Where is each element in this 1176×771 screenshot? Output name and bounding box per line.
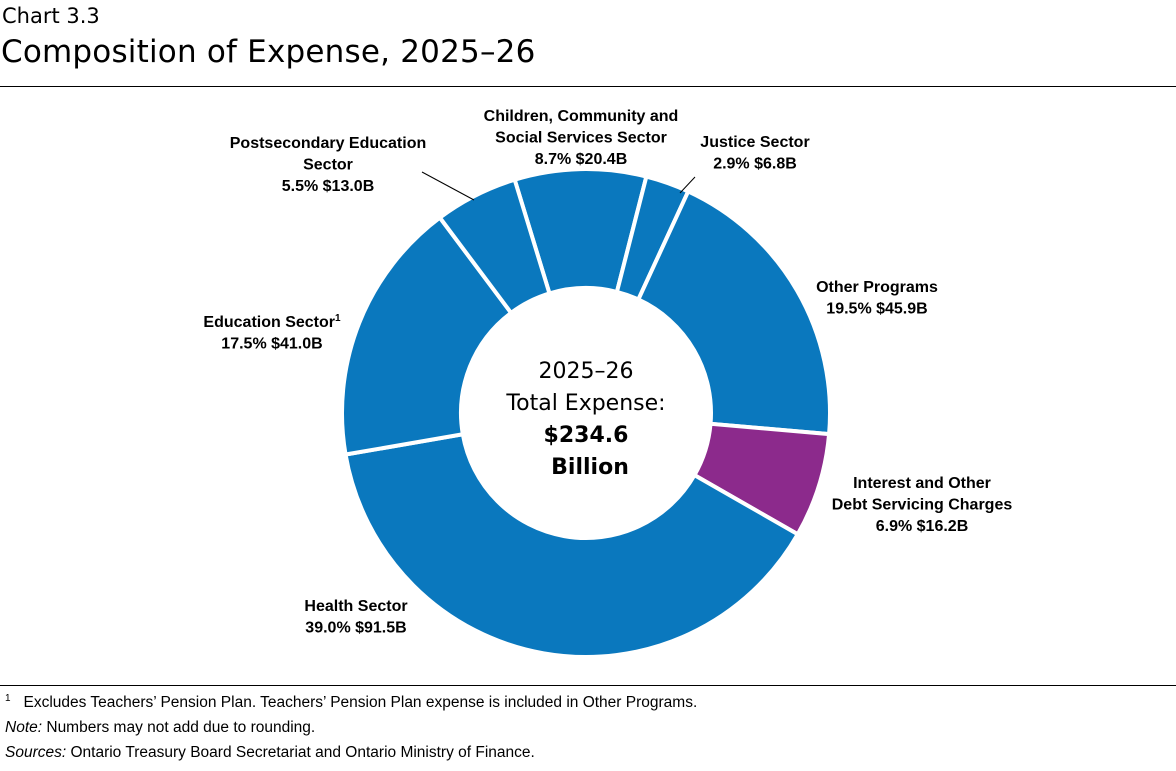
center-total: $234.6 [544,423,629,448]
sources-label: Sources: [5,744,67,761]
note-label: Note: [5,719,43,736]
slice-label: Justice Sector 2.9% $6.8B [700,134,809,173]
center-unit: Billion [551,455,629,480]
footnote-text: Excludes Teachers’ Pension Plan. Teacher… [23,694,698,712]
slice-label: Children, Community and Social Services S… [484,108,679,168]
slice-postsecondary-education-sector [437,177,552,316]
center-caption: Total Expense: [505,391,665,416]
slice-label: Other Programs 19.5% $45.9B [816,279,938,318]
leader-line-justice [679,176,696,194]
sources: Sources: Ontario Treasury Board Secretar… [5,744,535,762]
slice-label: Health Sector 39.0% $91.5B [304,598,407,637]
chart-number: Chart 3.3 [2,4,100,28]
top-rule [0,86,1176,87]
slice-label: Interest and Other Debt Servicing Charges… [832,475,1013,535]
footnote-1: 1 Excludes Teachers’ Pension Plan. Teach… [5,693,697,712]
bottom-rule [0,685,1176,686]
chart-title: Composition of Expense, 2025–26 [1,34,536,70]
sources-text: Ontario Treasury Board Secretariat and O… [66,744,535,761]
footnote-mark: 1 [5,693,11,704]
center-year: 2025–26 [539,359,634,384]
slice-health-sector [343,431,801,659]
slice-label: Education Sector1 17.5% $41.0B [203,313,341,353]
center-label: 2025–26 Total Expense: $234.6 Billion [505,359,665,480]
slice-label: Postsecondary Education Sector 5.5% $13.0B [230,135,427,195]
slice-education-sector [340,214,514,457]
slice-other-programs [635,188,832,437]
note-text: Numbers may not add due to rounding. [42,719,316,736]
leader-line-postsecondary [421,171,475,201]
note: Note: Numbers may not add due to roundin… [5,719,315,737]
